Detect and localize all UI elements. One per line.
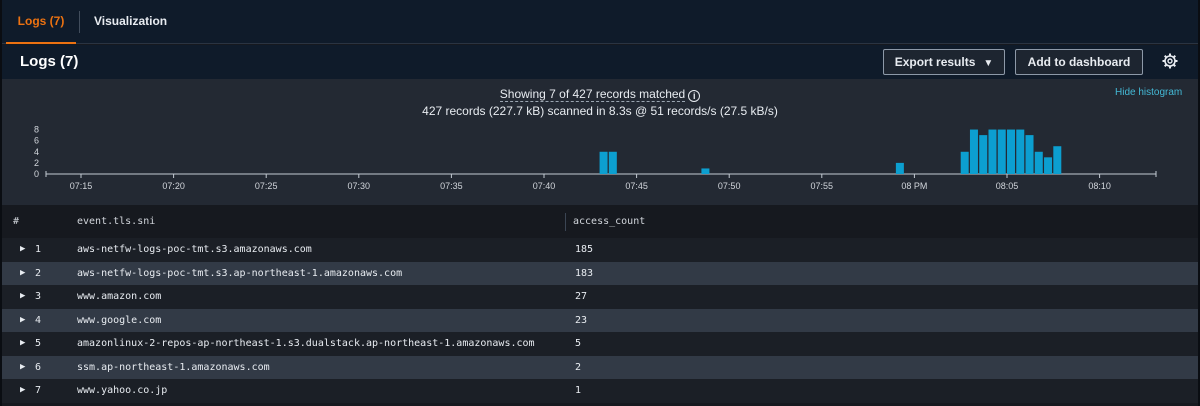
x-tick-label: 07:30: [348, 181, 371, 191]
expand-row-icon[interactable]: ▶: [20, 361, 26, 372]
expand-row-icon[interactable]: ▶: [20, 338, 26, 348]
table-row[interactable]: ▶ 7 www.yahoo.co.jp 1: [2, 379, 1198, 403]
tab-logs[interactable]: Logs (7): [6, 0, 76, 44]
tab-divider: [79, 11, 80, 33]
histogram-bar: [1025, 135, 1034, 174]
expand-row-icon[interactable]: ▶: [20, 267, 26, 278]
histogram-bar: [1007, 129, 1015, 174]
records-scanned-summary: 427 records (227.7 kB) scanned in 8.3s @…: [422, 104, 778, 118]
histogram-panel: Showing 7 of 427 records matched i 427 re…: [2, 79, 1198, 205]
histogram-bar: [599, 151, 608, 174]
tab-visualization[interactable]: Visualization: [94, 14, 168, 28]
row-sni: www.yahoo.co.jp: [77, 385, 168, 396]
row-index: 6: [35, 361, 42, 373]
table-row[interactable]: ▶ 6 ssm.ap-northeast-1.amazonaws.com 2: [2, 355, 1198, 379]
page-title: Logs (7): [20, 53, 79, 70]
x-tick-label: 07:35: [440, 181, 463, 191]
add-to-dashboard-button[interactable]: Add to dashboard: [1015, 49, 1143, 75]
column-divider[interactable]: [565, 213, 566, 231]
histogram-bar: [1034, 151, 1043, 174]
table-row[interactable]: ▶ 1 aws-netfw-logs-poc-tmt.s3.amazonaws.…: [2, 238, 1198, 262]
row-access-count: 185: [575, 244, 594, 255]
histogram-bar: [1053, 146, 1062, 174]
row-index: 2: [35, 267, 42, 279]
histogram-bar: [960, 151, 969, 174]
column-header-sni[interactable]: event.tls.sni: [77, 216, 156, 227]
y-tick-label: 4: [34, 147, 39, 157]
row-index: 5: [35, 338, 42, 349]
row-index: 3: [35, 291, 42, 302]
table-row[interactable]: ▶ 5 amazonlinux-2-repos-ap-northeast-1.s…: [2, 332, 1198, 356]
row-sni: www.google.com: [77, 314, 162, 326]
tab-bar: Logs (7) Visualization: [2, 0, 1198, 44]
row-sni: www.amazon.com: [77, 291, 162, 302]
histogram-bar: [895, 162, 904, 174]
caret-down-icon: ▼: [983, 58, 994, 69]
results-table: # event.tls.sni access_count ▶ 1 aws-net…: [2, 205, 1198, 403]
table-row[interactable]: ▶ 4 www.google.com 23: [2, 308, 1198, 332]
x-tick-label: 07:50: [718, 181, 741, 191]
x-tick-label: 07:45: [625, 181, 648, 191]
x-tick-label: 07:40: [533, 181, 556, 191]
export-results-button[interactable]: Export results ▼: [883, 49, 1005, 75]
histogram-bar: [988, 129, 997, 174]
histogram-bar: [979, 135, 988, 174]
x-tick-label: 07:15: [70, 181, 93, 191]
x-tick-label: 08 PM: [901, 181, 927, 191]
row-access-count: 23: [575, 314, 588, 326]
y-tick-label: 0: [34, 169, 39, 179]
row-access-count: 183: [575, 267, 594, 279]
row-index: 4: [35, 314, 42, 326]
table-header: # event.tls.sni access_count: [2, 205, 1198, 238]
table-row[interactable]: ▶ 3 www.amazon.com 27: [2, 285, 1198, 309]
x-tick-label: 07:25: [255, 181, 278, 191]
row-sni: ssm.ap-northeast-1.amazonaws.com: [77, 361, 270, 373]
records-matched-text: Showing 7 of 427 records matched: [499, 87, 686, 102]
histogram-bar: [1016, 129, 1025, 174]
histogram-bar: [1044, 157, 1053, 174]
expand-row-icon[interactable]: ▶: [20, 314, 26, 325]
info-icon[interactable]: i: [688, 90, 701, 102]
records-matched-summary: Showing 7 of 427 records matched i: [2, 87, 1198, 102]
row-index: 7: [35, 385, 42, 396]
table-row[interactable]: ▶ 2 aws-netfw-logs-poc-tmt.s3.ap-northea…: [2, 261, 1198, 285]
column-header-access-count[interactable]: access_count: [573, 216, 646, 227]
row-sni: amazonlinux-2-repos-ap-northeast-1.s3.du…: [77, 338, 535, 349]
expand-row-icon[interactable]: ▶: [20, 385, 26, 395]
y-tick-label: 8: [34, 125, 39, 135]
histogram-bar: [608, 151, 617, 174]
expand-row-icon[interactable]: ▶: [20, 291, 26, 301]
histogram-bar: [997, 129, 1006, 174]
row-access-count: 27: [575, 291, 588, 302]
row-access-count: 5: [575, 338, 582, 349]
row-access-count: 1: [575, 385, 582, 396]
x-tick-label: 08:05: [996, 181, 1019, 191]
gear-icon[interactable]: [1162, 53, 1178, 69]
histogram-bar: [701, 168, 710, 174]
expand-row-icon[interactable]: ▶: [20, 244, 26, 254]
y-tick-label: 6: [34, 136, 39, 146]
x-tick-label: 08:10: [1088, 181, 1111, 191]
export-results-label: Export results: [894, 55, 976, 69]
column-header-index: #: [13, 216, 20, 227]
results-header: Logs (7) Export results ▼ Add to dashboar…: [2, 45, 1198, 79]
row-sni: aws-netfw-logs-poc-tmt.s3.amazonaws.com: [77, 244, 312, 255]
hide-histogram-link[interactable]: Hide histogram: [1115, 87, 1183, 98]
row-index: 1: [35, 244, 42, 255]
x-tick-label: 07:20: [162, 181, 185, 191]
row-access-count: 2: [575, 361, 582, 373]
y-tick-label: 2: [34, 158, 39, 168]
histogram-bar: [969, 129, 978, 174]
row-sni: aws-netfw-logs-poc-tmt.s3.ap-northeast-1…: [77, 267, 403, 279]
x-tick-label: 07:55: [811, 181, 834, 191]
